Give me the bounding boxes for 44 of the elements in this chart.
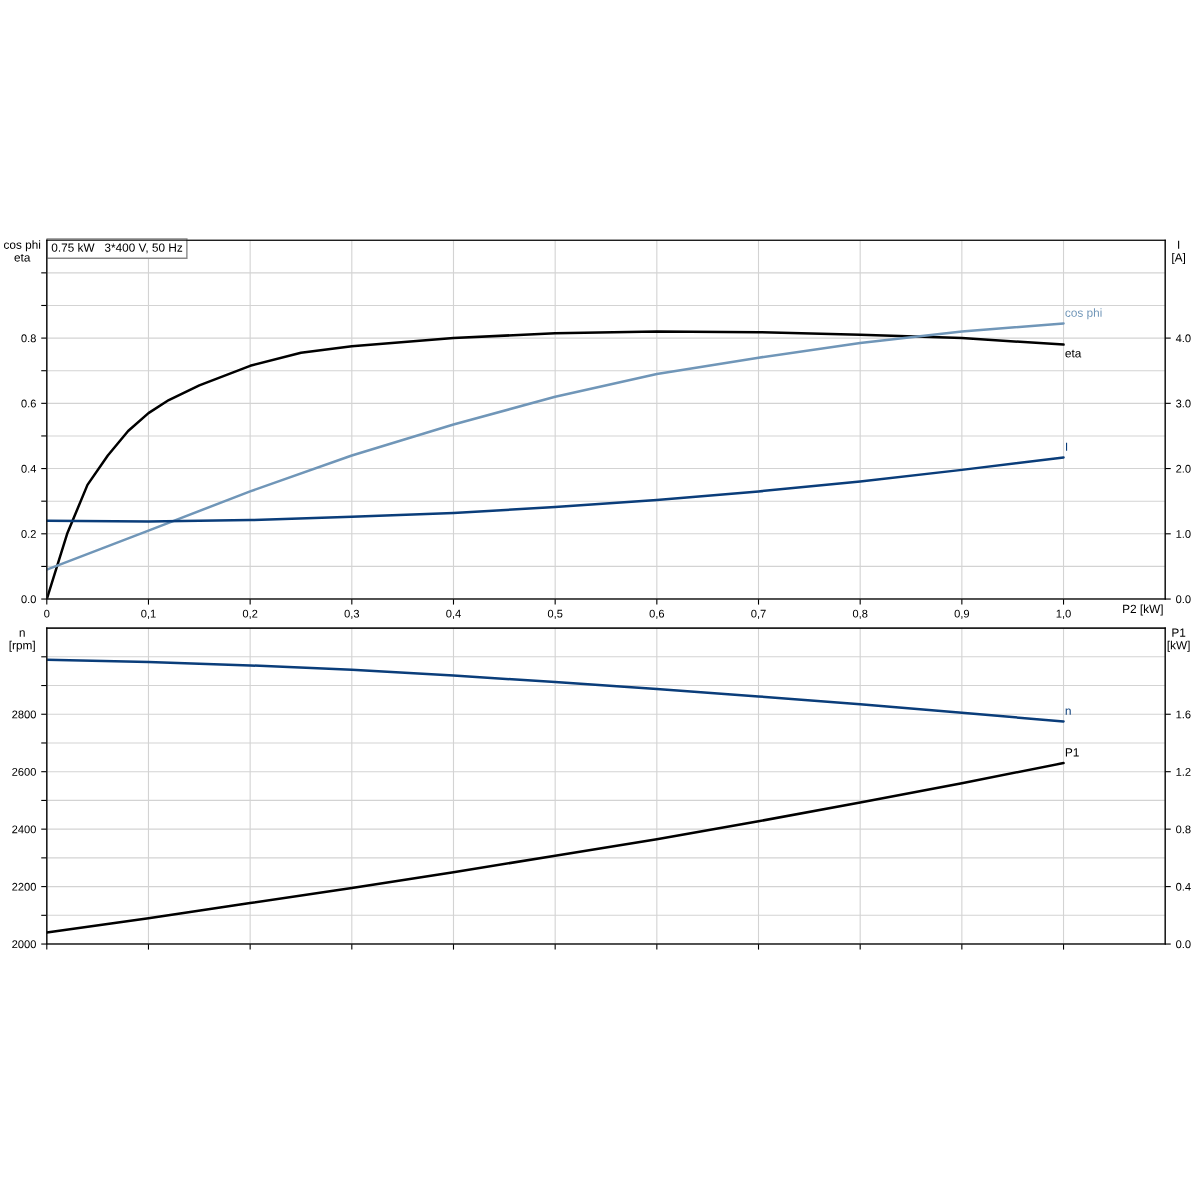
y-tick-label: 0.4 [21, 464, 37, 473]
y-tick-label: 0.2 [21, 530, 36, 538]
y2-tick-label: 0.8 [1176, 825, 1191, 834]
x-tick-label: 0 [44, 609, 50, 618]
x-tick-label: 0,6 [649, 609, 665, 619]
y-tick-label: 0.8 [21, 334, 36, 343]
y2-tick-label: 1.2 [1176, 767, 1191, 776]
series-label: eta [1065, 349, 1082, 358]
y-tick-label: 2800 [12, 710, 36, 719]
y-tick-label: 2000 [12, 940, 36, 949]
series-label: P1 [1065, 748, 1079, 757]
x-tick-label: 0,9 [954, 609, 970, 619]
y2-axis-title: I [A] [1172, 240, 1185, 264]
y2-tick-label: 0.4 [1176, 882, 1191, 891]
x-tick-label: 0,4 [446, 609, 461, 619]
x-tick-label: 0,1 [141, 609, 156, 619]
y-tick-label: 0.6 [21, 399, 36, 408]
series-label: I [1066, 442, 1068, 451]
y-axis-title: n [rpm] [9, 630, 35, 652]
series-label: n [1065, 708, 1071, 715]
y-tick-label: 2600 [12, 767, 36, 776]
y2-tick-label: 2.0 [1176, 464, 1191, 473]
y2-tick-label: 3.0 [1176, 399, 1191, 408]
y-axis-title: cos phi eta [4, 240, 41, 262]
x-axis-title: P2 [kW] [1123, 604, 1163, 616]
y2-tick-label: 1.0 [1176, 530, 1191, 538]
y2-tick-label: 0.0 [1176, 595, 1191, 604]
line-series [46, 658, 1065, 723]
y2-axis-title: P1 [kW] [1167, 628, 1190, 652]
x-tick-label: 0,5 [547, 609, 563, 619]
line-series [46, 456, 1065, 523]
x-tick-label: 0,3 [344, 609, 360, 619]
y-tick-label: 0.0 [21, 595, 36, 604]
x-tick-label: 0,8 [852, 609, 868, 619]
series-label: cos phi [1065, 308, 1102, 320]
y2-tick-label: 0.0 [1176, 940, 1191, 949]
x-tick-label: 1,0 [1056, 609, 1071, 619]
y-tick-label: 2200 [12, 882, 36, 891]
x-tick-label: 0,7 [751, 609, 766, 619]
y2-tick-label: 1.6 [1176, 710, 1191, 719]
y-tick-label: 2400 [12, 825, 36, 834]
y2-tick-label: 4.0 [1175, 334, 1191, 343]
annotation: 0.75 kW 3*400 V, 50 Hz [51, 243, 183, 254]
x-tick-label: 0,2 [242, 609, 258, 619]
